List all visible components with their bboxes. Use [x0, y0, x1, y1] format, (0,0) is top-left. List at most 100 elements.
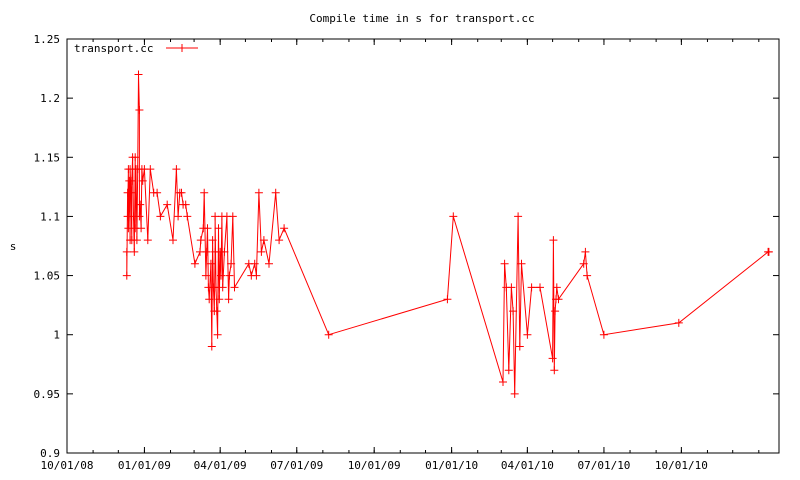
data-point [217, 271, 225, 280]
data-point [163, 200, 172, 209]
y-tick-label: 0.95 [34, 388, 61, 401]
data-point [203, 224, 212, 233]
x-tick-label: 10/01/09 [348, 459, 401, 472]
data-point [153, 188, 162, 197]
data-point [536, 283, 544, 292]
legend-marker-icon [178, 44, 186, 52]
data-point [196, 236, 205, 245]
data-point [551, 307, 560, 316]
data-point [554, 295, 563, 304]
data-point [324, 330, 333, 339]
data-point [674, 318, 683, 327]
data-point [127, 176, 136, 185]
data-point [257, 247, 266, 256]
data-point [212, 283, 220, 292]
data-point [143, 236, 152, 245]
data-point [764, 247, 773, 256]
data-point [599, 330, 608, 339]
data-point [214, 224, 223, 233]
y-tick-label: 1 [53, 329, 60, 342]
y-tick-label: 1.05 [34, 270, 61, 283]
y-tick-label: 1.2 [40, 92, 60, 105]
data-point [208, 236, 217, 245]
data-point [552, 283, 561, 292]
data-point [500, 259, 509, 268]
data-point [265, 259, 273, 268]
data-point [218, 283, 227, 292]
series-layer [122, 70, 773, 398]
data-point [205, 295, 214, 304]
data-point [271, 188, 280, 197]
data-point [181, 200, 190, 209]
data-point [215, 295, 224, 304]
data-point [174, 212, 183, 221]
data-point [515, 342, 524, 351]
data-point [250, 259, 259, 268]
y-tick-label: 1.15 [34, 151, 61, 164]
x-tick-label: 07/01/10 [577, 459, 630, 472]
data-point [509, 307, 518, 316]
data-point [514, 212, 523, 221]
data-point [230, 283, 239, 292]
data-point [122, 247, 131, 256]
data-point [213, 330, 222, 339]
x-tick-label: 01/01/09 [118, 459, 171, 472]
data-point [183, 212, 192, 221]
data-point [201, 271, 210, 280]
plot-frame [66, 38, 780, 454]
data-point [138, 176, 147, 185]
data-point [507, 283, 516, 292]
data-point [227, 259, 236, 268]
data-point [579, 259, 588, 268]
x-tick-label: 01/01/10 [425, 459, 478, 472]
data-point [499, 378, 507, 386]
data-point [252, 271, 261, 280]
data-point [172, 165, 181, 174]
data-point [275, 236, 284, 245]
data-point [583, 271, 592, 280]
x-axis: 10/01/08 01/01/09 04/01/09 07/01/09 10/01/09… [41, 39, 760, 472]
data-point [124, 224, 133, 233]
data-point [548, 354, 557, 363]
data-point [137, 224, 146, 233]
data-point [211, 212, 220, 221]
data-point [504, 366, 513, 375]
y-tick-label: 1.25 [34, 33, 61, 46]
data-point [135, 212, 144, 221]
data-point [127, 188, 135, 197]
data-point [228, 212, 237, 221]
y-axis: 0.9 0.95 1 1.05 1.1 1.15 1.2 1.25 [34, 33, 779, 460]
series-line [126, 74, 769, 394]
x-tick-label: 10/01/08 [41, 459, 94, 472]
data-point [443, 295, 452, 304]
data-point [581, 247, 590, 256]
data-point [549, 236, 558, 245]
data-point [254, 188, 263, 197]
data-point [196, 247, 204, 256]
legend-label: transport.cc [74, 42, 153, 55]
data-point [280, 224, 289, 233]
chart-title: Compile time in s for transport.cc [309, 12, 534, 25]
data-point [200, 188, 209, 197]
data-point [449, 212, 458, 221]
data-point [134, 70, 143, 79]
data-point [177, 188, 186, 197]
y-tick-label: 0.9 [40, 447, 60, 460]
data-point [190, 259, 199, 268]
x-tick-label: 07/01/09 [270, 459, 323, 472]
data-point [224, 295, 233, 304]
data-point [550, 366, 559, 375]
data-point [130, 247, 139, 256]
data-point [122, 271, 131, 280]
legend: transport.cc [74, 42, 198, 55]
data-point [527, 283, 536, 292]
data-point [146, 165, 155, 174]
data-point [135, 106, 144, 114]
data-point [131, 153, 140, 162]
y-tick-label: 1.1 [40, 210, 60, 223]
x-tick-label: 04/01/09 [194, 459, 247, 472]
y-axis-label: s [10, 240, 17, 253]
data-point [156, 212, 165, 221]
data-point [132, 236, 141, 245]
